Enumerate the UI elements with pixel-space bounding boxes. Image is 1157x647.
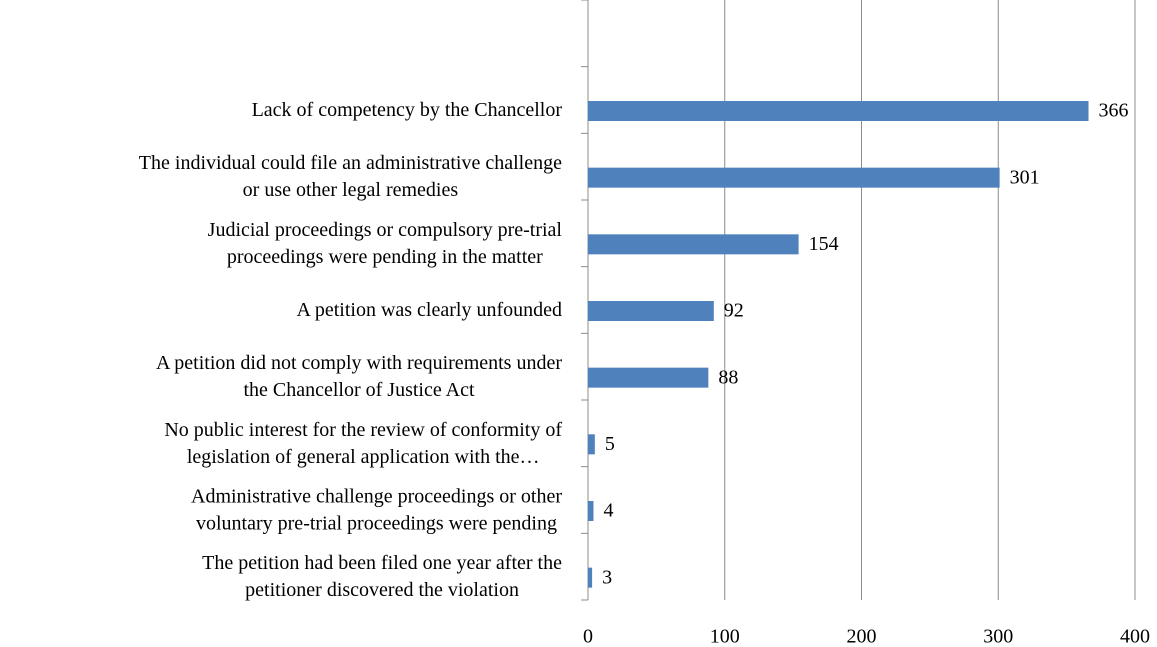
y-tick-label: Administrative challenge proceedings or … [191, 485, 562, 534]
bar [588, 501, 594, 521]
x-tick-label: 300 [983, 626, 1013, 647]
data-label: 366 [1099, 100, 1129, 122]
data-label: 4 [603, 500, 613, 522]
bar [588, 567, 593, 588]
data-label: 154 [809, 233, 839, 255]
x-tick-label: 400 [1120, 626, 1150, 647]
y-tick-label: The individual could file an administrat… [139, 152, 562, 201]
y-tick-label: A petition was clearly unfounded [297, 299, 563, 321]
bar [588, 101, 1089, 121]
data-label: 301 [1010, 166, 1040, 188]
x-tick-label: 200 [847, 626, 877, 647]
data-label: 92 [724, 300, 744, 322]
y-tick-label: Lack of competency by the Chancellor [252, 99, 563, 121]
bar [588, 167, 1000, 188]
bar [588, 301, 714, 321]
data-label: 3 [602, 566, 612, 588]
y-tick-label: Judicial proceedings or compulsory pre-t… [208, 218, 563, 267]
data-label: 5 [605, 433, 615, 455]
y-tick-label: A petition did not comply with requireme… [156, 352, 562, 401]
data-label: 88 [718, 366, 738, 388]
bar [588, 234, 799, 255]
y-tick-label: The petition had been filed one year aft… [202, 552, 562, 601]
x-tick-label: 0 [583, 626, 593, 647]
y-tick-label: No public interest for the review of con… [164, 418, 562, 467]
bar [588, 367, 709, 388]
bar [588, 434, 595, 455]
x-tick-label: 100 [710, 626, 740, 647]
